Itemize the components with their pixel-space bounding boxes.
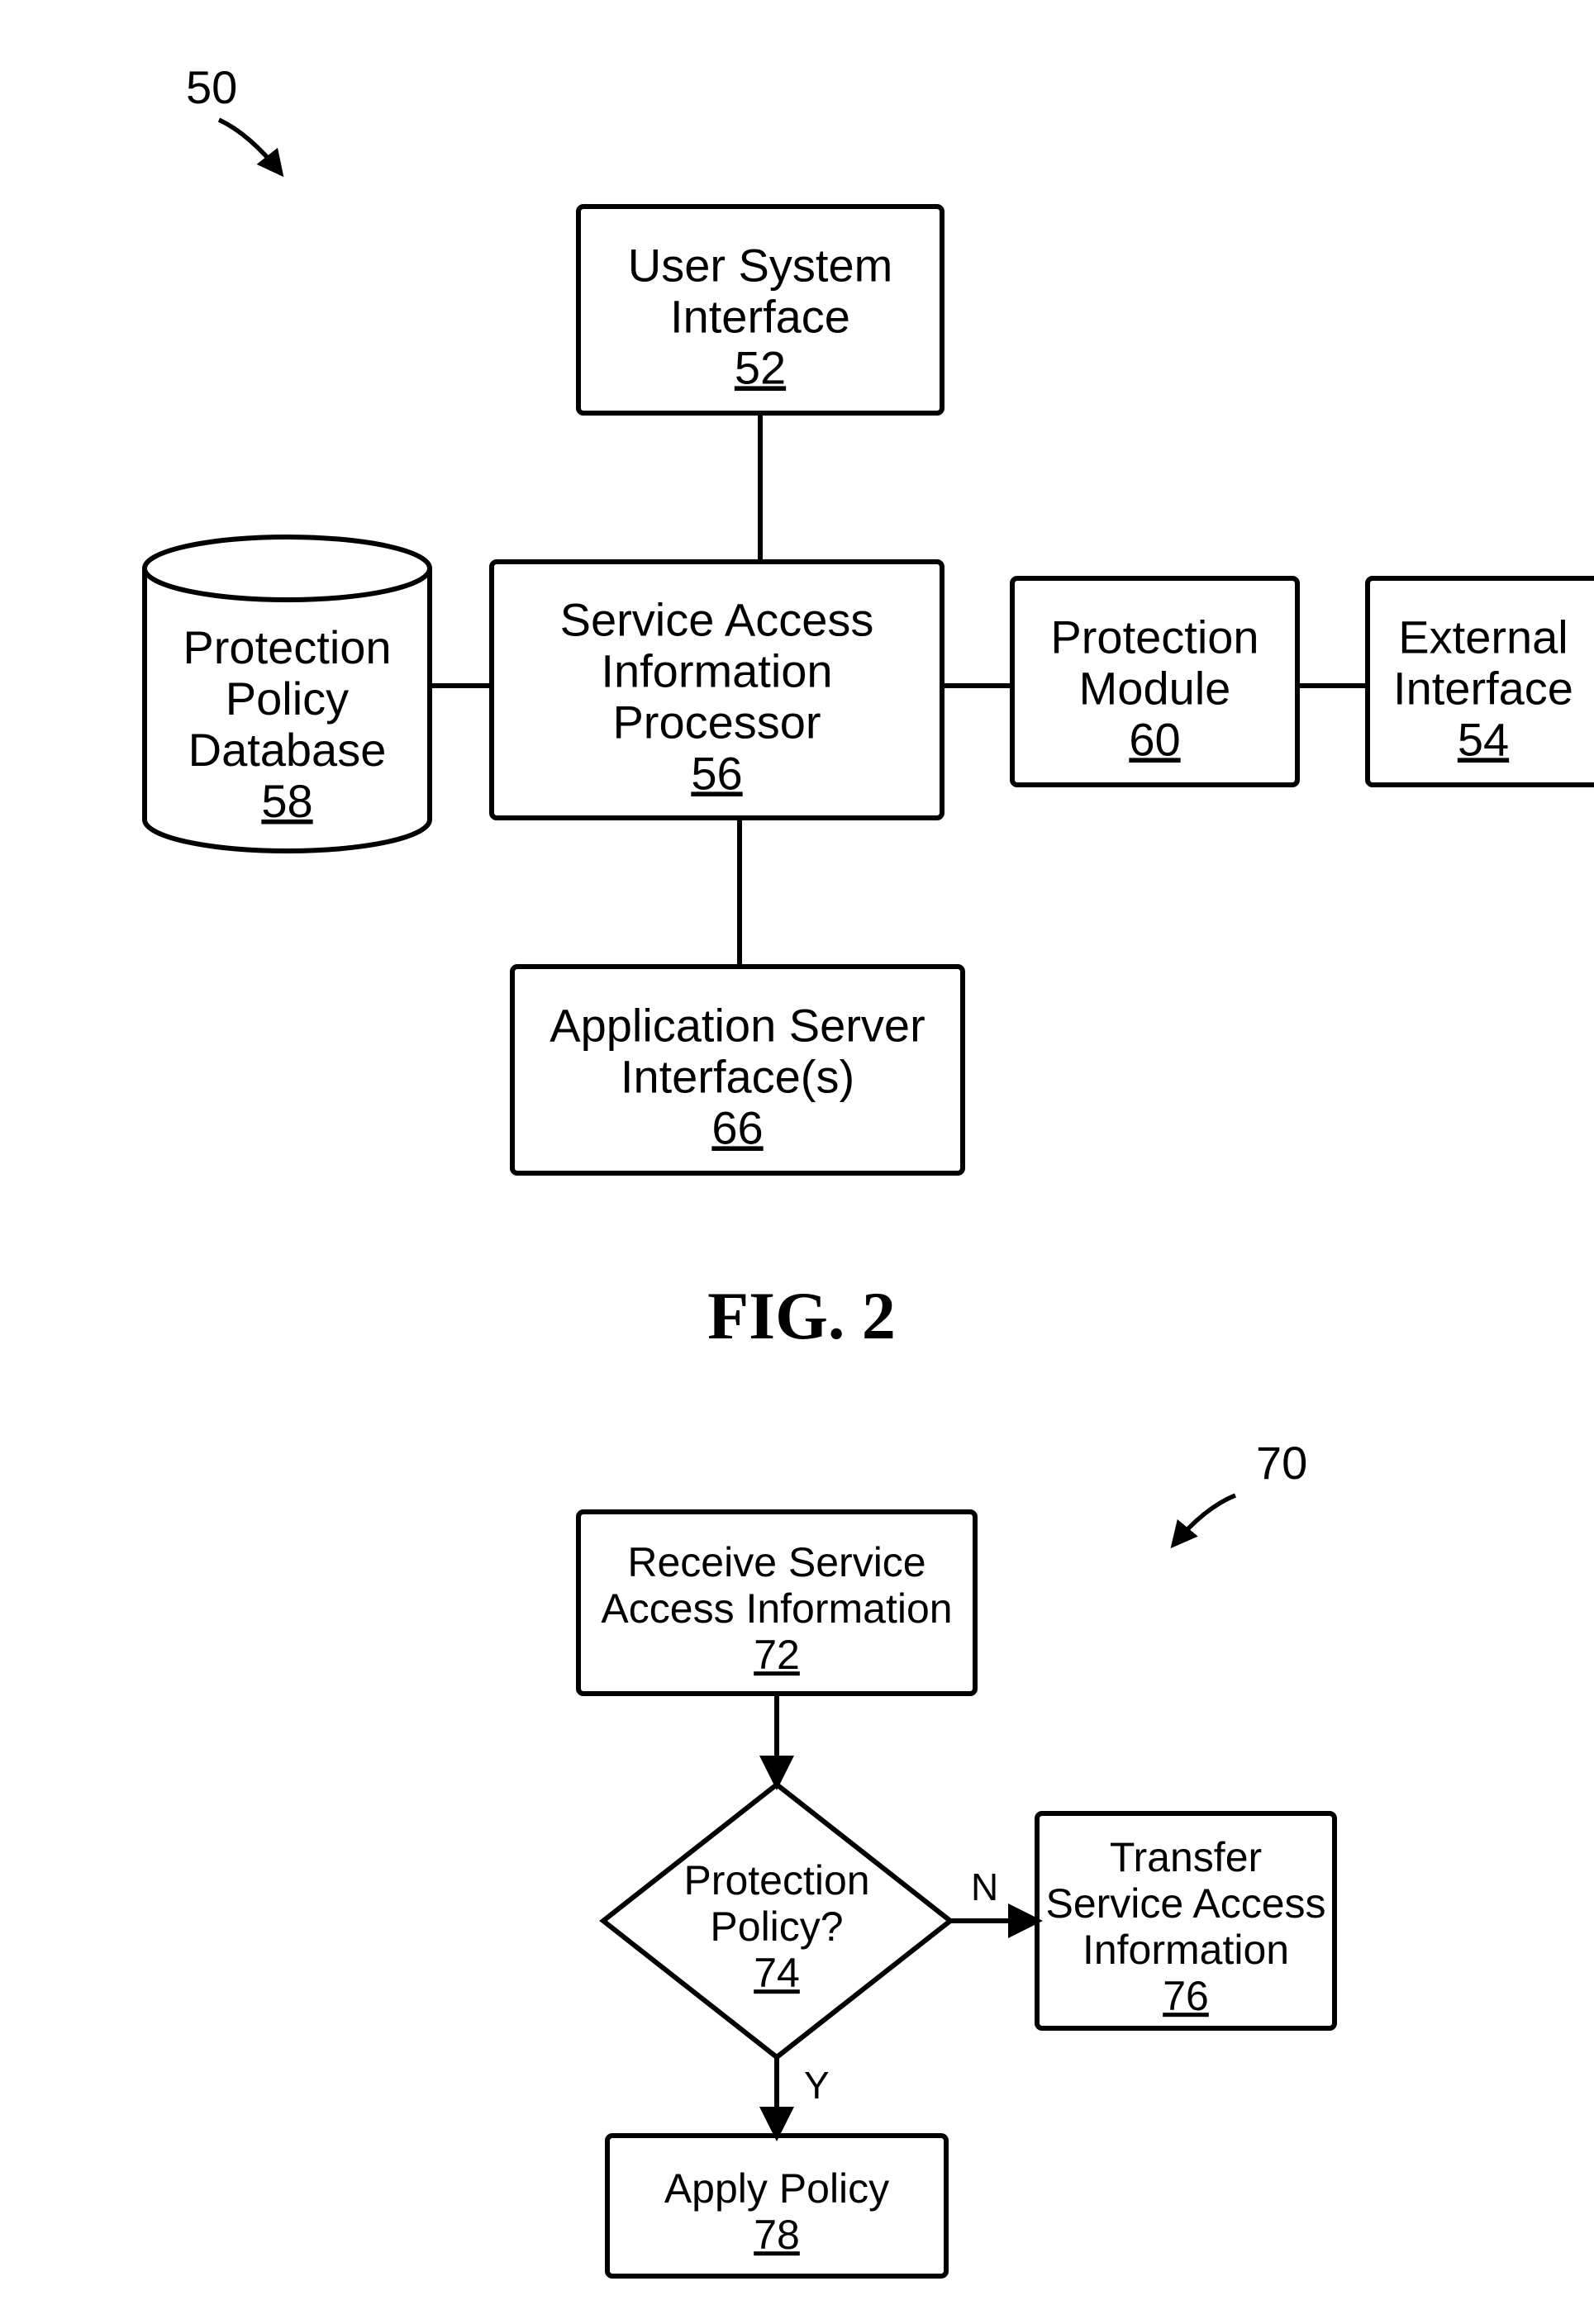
fig2-db-top bbox=[145, 537, 430, 600]
pointer-arrow bbox=[1173, 1495, 1235, 1545]
ref-number: 74 bbox=[754, 1950, 800, 1996]
figure-caption: FIG. 2 bbox=[707, 1278, 896, 1353]
ref-number: 56 bbox=[691, 747, 742, 799]
ref-number: 58 bbox=[261, 775, 312, 827]
ref-number: 72 bbox=[754, 1632, 800, 1678]
decision-branch-label: Y bbox=[804, 2064, 830, 2107]
pointer-arrow bbox=[219, 120, 281, 173]
decision-branch-label: N bbox=[971, 1865, 998, 1908]
figure-reference-label: 70 bbox=[1256, 1437, 1307, 1489]
ref-number: 66 bbox=[711, 1101, 763, 1153]
ref-number: 60 bbox=[1129, 713, 1180, 765]
figure-reference-label: 50 bbox=[186, 61, 237, 113]
ref-number: 76 bbox=[1163, 1973, 1209, 2019]
ref-number: 52 bbox=[735, 341, 786, 393]
ref-number: 78 bbox=[754, 2212, 800, 2258]
ref-number: 54 bbox=[1458, 713, 1509, 765]
